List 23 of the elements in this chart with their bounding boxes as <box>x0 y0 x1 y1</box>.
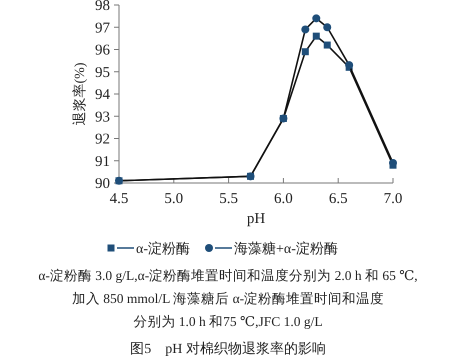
x-tick-label: 5.0 <box>164 191 184 207</box>
text: 加入 850 mmol/L 海藻糖后 α-淀粉酶堆置时间和温度 <box>72 291 384 306</box>
legend-label: α-淀粉酶 <box>136 241 190 257</box>
x-tick-label: 6.0 <box>274 191 293 207</box>
y-tick-label: 95 <box>95 64 110 81</box>
legend-label: 海藻糖+α-淀粉酶 <box>234 241 338 257</box>
y-tick-label: 92 <box>95 132 110 148</box>
y-tick-label: 93 <box>95 109 110 126</box>
y-tick-label: 91 <box>95 154 110 170</box>
x-tick-label: 6.5 <box>328 191 348 207</box>
y-tick-label: 97 <box>95 20 110 36</box>
y-tick-label: 96 <box>95 42 110 58</box>
y-tick-label: 90 <box>95 176 110 192</box>
x-tick-label: 4.5 <box>110 191 128 207</box>
y-axis-title: 退浆率(%) <box>72 62 88 126</box>
y-tick-label: 94 <box>95 87 110 103</box>
x-tick-label: 7.0 <box>384 191 402 207</box>
text: α-淀粉酶 3.0 g/L,α-淀粉酶堆置时间和温度分别为 2.0 h 和 65 ℃, <box>38 268 418 283</box>
x-tick-label: 5.5 <box>219 191 238 207</box>
y-tick-label: 98 <box>95 0 110 14</box>
text: 分别为 1.0 h 和75 ℃,JFC 1.0 g/L <box>133 314 323 329</box>
x-axis-title: pH <box>246 211 266 227</box>
text: 图5 pH 对棉织物退浆率的影响 <box>130 341 326 357</box>
